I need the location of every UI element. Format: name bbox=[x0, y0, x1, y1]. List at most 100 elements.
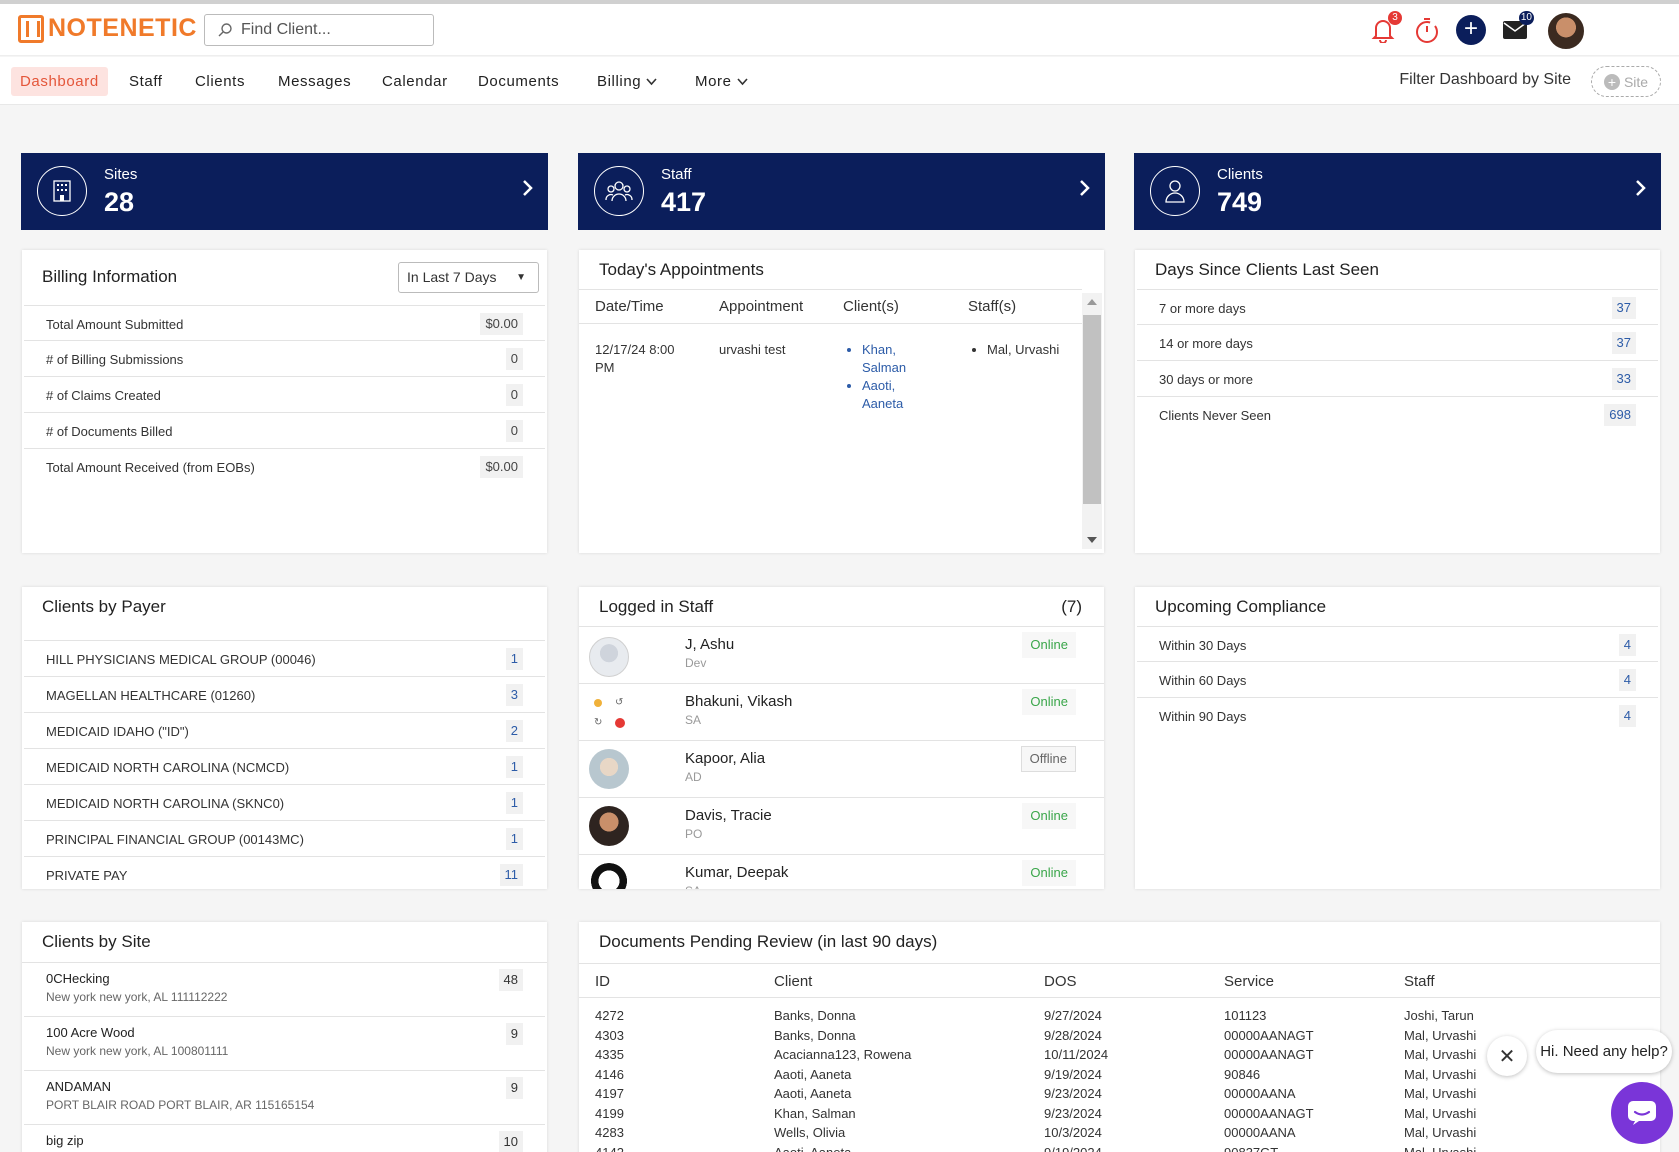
appointments-scrollbar[interactable] bbox=[1082, 293, 1102, 549]
staff-stat-card[interactable]: Staff 417 bbox=[578, 153, 1105, 230]
document-id-link[interactable]: 4142 bbox=[595, 1144, 624, 1152]
row-value[interactable]: 2 bbox=[505, 720, 523, 742]
site-count[interactable]: 9 bbox=[505, 1077, 523, 1099]
logo[interactable]: NOTENETIC bbox=[18, 14, 197, 43]
add-button[interactable]: + bbox=[1454, 13, 1488, 47]
chevron-down-icon bbox=[646, 78, 657, 86]
chat-launcher-button[interactable] bbox=[1611, 1082, 1673, 1144]
nav-messages[interactable]: Messages bbox=[278, 73, 352, 90]
row-label: 14 or more days bbox=[1159, 336, 1253, 351]
chevron-down-icon bbox=[736, 78, 748, 86]
card-title: Today's Appointments bbox=[599, 260, 764, 279]
row-value: 0 bbox=[505, 384, 523, 406]
document-service: 90837GT bbox=[1224, 1144, 1279, 1152]
payer-row: MEDICAID NORTH CAROLINA (NCMCD) 1 bbox=[24, 749, 545, 785]
row-value[interactable]: 37 bbox=[1611, 297, 1636, 319]
client-search[interactable] bbox=[204, 14, 434, 46]
row-value[interactable]: 33 bbox=[1611, 368, 1636, 390]
client-link[interactable]: Khan, Salman bbox=[862, 341, 936, 377]
row-value[interactable]: 1 bbox=[505, 756, 523, 778]
site-count[interactable]: 48 bbox=[498, 969, 523, 991]
document-staff: Joshi, Tarun bbox=[1404, 1008, 1474, 1023]
scroll-up-icon[interactable] bbox=[1086, 298, 1098, 306]
site-row: 0CHecking New york new york, AL 11111222… bbox=[24, 963, 545, 1017]
sites-stat-card[interactable]: Sites 28 bbox=[21, 153, 548, 230]
document-client: Acacianna123, Rowena bbox=[774, 1047, 912, 1062]
document-id-link[interactable]: 4335 bbox=[595, 1047, 624, 1062]
staff-row[interactable]: ↺ ↻ Bhakuni, Vikash SA Online bbox=[579, 684, 1104, 741]
nav-documents[interactable]: Documents bbox=[478, 73, 560, 90]
appointment-name[interactable]: urvashi test bbox=[719, 342, 786, 357]
site-filter-button[interactable]: + Site bbox=[1591, 66, 1661, 97]
client-link[interactable]: Aaoti, Aaneta bbox=[862, 377, 936, 413]
row-value[interactable]: 1 bbox=[505, 648, 523, 670]
range-value: In Last 7 Days bbox=[407, 269, 497, 285]
row-value[interactable]: 1 bbox=[505, 792, 523, 814]
logo-text: NOTENETIC bbox=[48, 14, 197, 42]
nav-dashboard[interactable]: Dashboard bbox=[11, 67, 108, 96]
document-id-link[interactable]: 4197 bbox=[595, 1086, 624, 1101]
messages-button[interactable]: 10 bbox=[1498, 11, 1534, 47]
row-value[interactable]: 698 bbox=[1604, 404, 1636, 426]
row-value[interactable]: 4 bbox=[1618, 634, 1636, 656]
row-value[interactable]: 37 bbox=[1611, 332, 1636, 354]
timer-button[interactable] bbox=[1410, 13, 1444, 47]
document-id-link[interactable]: 4283 bbox=[595, 1125, 624, 1140]
compliance-row: Within 90 Days 4 bbox=[1137, 698, 1658, 734]
nav-billing[interactable]: Billing bbox=[588, 67, 665, 96]
document-id-link[interactable]: 4303 bbox=[595, 1027, 624, 1043]
staff-row[interactable]: Kumar, Deepak SA Online bbox=[579, 855, 1104, 889]
row-value[interactable]: 1 bbox=[505, 828, 523, 850]
staff-row[interactable]: J, Ashu Dev Online bbox=[579, 627, 1104, 684]
document-client: Banks, Donna bbox=[774, 1027, 856, 1043]
document-dos: 9/28/2024 bbox=[1044, 1027, 1102, 1043]
staff-row[interactable]: Kapoor, Alia AD Offline bbox=[579, 741, 1104, 798]
status-badge: Offline bbox=[1020, 746, 1076, 772]
row-value[interactable]: 3 bbox=[505, 684, 523, 706]
app-header: NOTENETIC 3 + 10 bbox=[0, 4, 1679, 56]
bell-icon bbox=[1371, 20, 1395, 43]
card-title: Days Since Clients Last Seen bbox=[1155, 260, 1379, 279]
document-id-link[interactable]: 4146 bbox=[595, 1066, 624, 1082]
site-filter-label: Site bbox=[1623, 73, 1649, 90]
billing-row: # of Claims Created 0 bbox=[24, 377, 545, 413]
search-input[interactable] bbox=[241, 21, 421, 39]
appointment-datetime: 12/17/24 8:00 PM bbox=[595, 342, 675, 375]
row-value[interactable]: 4 bbox=[1618, 705, 1636, 727]
logo-mark-icon bbox=[18, 14, 44, 43]
nav-staff[interactable]: Staff bbox=[129, 73, 163, 90]
card-title: Clients by Site bbox=[42, 932, 151, 951]
site-count[interactable]: 10 bbox=[498, 1131, 523, 1152]
group-icon bbox=[594, 166, 644, 216]
chat-close-button[interactable]: ✕ bbox=[1487, 1036, 1527, 1076]
row-label: Within 90 Days bbox=[1159, 709, 1247, 724]
document-id-link[interactable]: 4272 bbox=[595, 1008, 624, 1023]
row-value[interactable]: 11 bbox=[499, 864, 523, 886]
clients-stat-card[interactable]: Clients 749 bbox=[1134, 153, 1661, 230]
staff-row[interactable]: Davis, Tracie PO Online bbox=[579, 798, 1104, 855]
row-label: MAGELLAN HEALTHCARE (01260) bbox=[46, 688, 256, 703]
scroll-down-icon[interactable] bbox=[1086, 536, 1098, 544]
status-badge: Online bbox=[1022, 632, 1076, 658]
scroll-thumb[interactable] bbox=[1083, 315, 1101, 504]
profile-button[interactable] bbox=[1545, 10, 1587, 52]
row-value[interactable]: 4 bbox=[1618, 669, 1636, 691]
notifications-button[interactable]: 3 bbox=[1366, 11, 1402, 47]
nav-calendar[interactable]: Calendar bbox=[382, 73, 448, 90]
billing-range-select[interactable]: In Last 7 Days ▼ bbox=[398, 262, 539, 293]
row-value: $0.00 bbox=[480, 456, 523, 478]
chat-prompt[interactable]: Hi. Need any help? bbox=[1536, 1030, 1672, 1073]
site-address: New york new york, AL 111112222 bbox=[46, 990, 228, 1004]
document-client: Aaoti, Aaneta bbox=[774, 1086, 852, 1101]
avatar bbox=[589, 749, 629, 789]
document-id-link[interactable]: 4199 bbox=[595, 1105, 624, 1121]
site-count[interactable]: 9 bbox=[505, 1023, 523, 1045]
billing-row: # of Billing Submissions 0 bbox=[24, 341, 545, 377]
document-service: 00000AANAGT bbox=[1224, 1047, 1314, 1062]
notifications-badge: 3 bbox=[1388, 11, 1402, 25]
stat-label: Staff bbox=[661, 166, 692, 183]
payer-card: Clients by Payer HILL PHYSICIANS MEDICAL… bbox=[22, 587, 547, 889]
row-label: HILL PHYSICIANS MEDICAL GROUP (00046) bbox=[46, 652, 316, 667]
nav-more[interactable]: More bbox=[686, 67, 756, 96]
nav-clients[interactable]: Clients bbox=[195, 73, 246, 90]
